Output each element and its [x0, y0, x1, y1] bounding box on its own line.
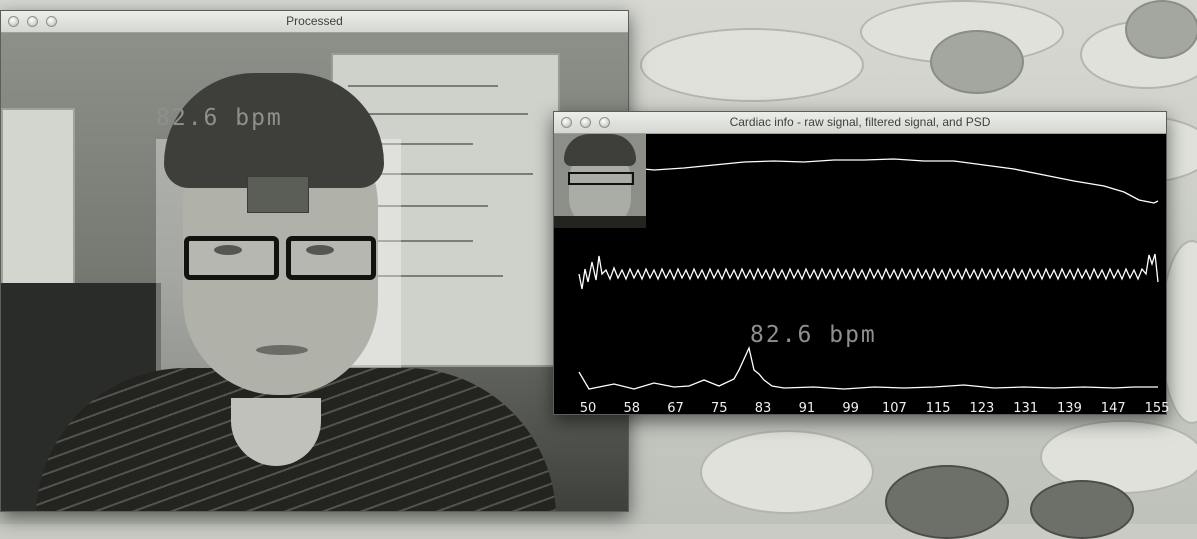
psd-tick-label: 75 — [711, 401, 728, 416]
close-button[interactable] — [561, 117, 572, 128]
lily-pad — [700, 430, 874, 514]
filtered-signal-trace — [578, 253, 1159, 290]
psd-tick-label: 58 — [623, 401, 641, 416]
lily-pad — [930, 30, 1024, 94]
zoom-button[interactable] — [46, 16, 57, 27]
psd-trace — [578, 345, 1158, 390]
camera-feed: 82.6 bpm — [1, 33, 628, 511]
psd-axis-ticks: 50 58 67 75 83 91 99 107 115 123 131 139 147 155 — [554, 401, 1170, 417]
processed-window[interactable]: Processed 82.6 bpm — [0, 10, 629, 512]
psd-tick-label: 131 — [1013, 401, 1039, 416]
signal-plots — [563, 158, 1159, 390]
psd-tick-label: 67 — [667, 401, 684, 416]
close-button[interactable] — [8, 16, 19, 27]
right-eye — [306, 245, 334, 255]
forehead-roi-box — [247, 176, 309, 213]
psd-tick-label: 99 — [842, 401, 859, 416]
glasses-right-lens — [286, 236, 376, 280]
processed-titlebar[interactable]: Processed — [1, 11, 628, 33]
mouth — [256, 345, 308, 355]
minimize-button[interactable] — [27, 16, 38, 27]
psd-tick-label: 115 — [925, 401, 951, 416]
psd-tick-label: 155 — [1144, 401, 1170, 416]
lily-pad — [1030, 480, 1134, 539]
glasses-left-lens — [184, 236, 279, 280]
face-thumbnail — [554, 134, 646, 228]
bpm-overlay-text: 82.6 bpm — [156, 105, 283, 131]
psd-tick-label: 147 — [1100, 401, 1126, 416]
lily-pad — [640, 28, 864, 102]
lily-pad — [885, 465, 1009, 539]
hair — [164, 73, 384, 188]
zoom-button[interactable] — [599, 117, 610, 128]
psd-bpm-label: 82.6 bpm — [750, 322, 877, 348]
psd-tick-label: 123 — [969, 401, 995, 416]
left-eye — [214, 245, 242, 255]
wall-poster — [1, 108, 75, 287]
psd-tick-label: 83 — [754, 401, 772, 416]
cardiac-info-window[interactable]: Cardiac info - raw signal, filtered sign… — [553, 111, 1170, 417]
psd-tick-label: 91 — [798, 401, 816, 416]
raw-signal-trace — [563, 158, 1159, 204]
window-title: Processed — [286, 14, 343, 28]
psd-tick-label: 139 — [1057, 401, 1082, 416]
minimize-button[interactable] — [580, 117, 591, 128]
lily-pad — [1125, 0, 1197, 59]
glasses-icon — [568, 172, 634, 185]
cardiac-titlebar[interactable]: Cardiac info - raw signal, filtered sign… — [554, 112, 1166, 134]
psd-tick-label: 50 — [579, 401, 597, 416]
psd-tick-label: 107 — [881, 401, 907, 416]
cardiac-plot-area: 82.6 bpm 50 58 67 75 83 91 99 107 115 123 131 139 14… — [554, 134, 1170, 417]
window-title: Cardiac info - raw signal, filtered sign… — [729, 115, 991, 129]
